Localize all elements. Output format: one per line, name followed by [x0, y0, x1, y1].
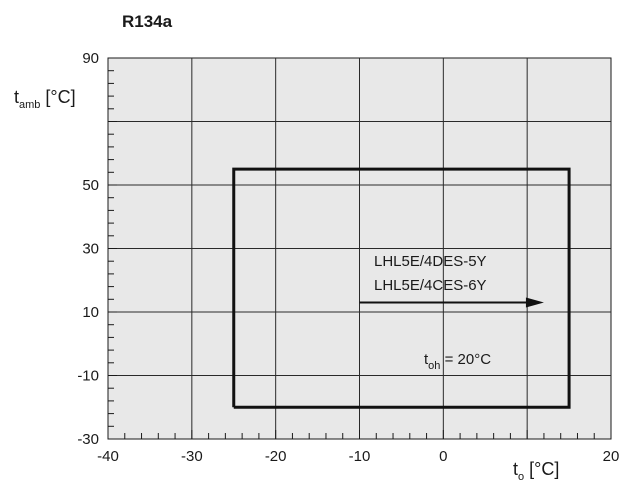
toh-sub: oh: [428, 360, 440, 372]
x-axis-title-unit: [°C]: [524, 459, 559, 479]
y-tick-label: 30: [82, 241, 99, 258]
y-tick-label: 90: [82, 50, 99, 67]
model-label-1: LHL5E/4DES-5Y: [374, 253, 487, 270]
y-tick-label: -30: [77, 431, 99, 448]
y-tick-label: 10: [82, 304, 99, 321]
toh-annotation: toh = 20°C: [424, 351, 491, 372]
envelope-line: [232, 167, 571, 409]
direction-arrow: [359, 297, 544, 308]
x-tick-label: -30: [181, 448, 203, 465]
x-axis-title-main: t: [513, 459, 518, 479]
y-tick-label: -10: [77, 368, 99, 385]
x-tick-label: -20: [265, 448, 287, 465]
x-axis-title-sub: o: [518, 471, 524, 482]
chart-title: R134a: [122, 12, 173, 31]
gridlines: [108, 58, 611, 439]
x-tick-label: 0: [439, 448, 447, 465]
y-axis-title-sub: amb: [19, 99, 40, 111]
x-tick-label: -10: [349, 448, 371, 465]
minor-ticks: [107, 57, 612, 440]
x-axis-title: to [°C]: [513, 459, 559, 482]
x-tick-labels: -40 -30 -20 -10 0 20: [97, 448, 619, 465]
model-label-2: LHL5E/4CES-6Y: [374, 277, 487, 294]
y-axis-title-unit: [°C]: [40, 87, 75, 107]
x-tick-label: -40: [97, 448, 119, 465]
y-tick-label: 50: [82, 177, 99, 194]
y-tick-labels: -30 -10 10 30 50 90: [77, 50, 99, 448]
y-axis-title-main: t: [14, 87, 19, 107]
toh-main: t: [424, 351, 429, 368]
toh-rest: = 20°C: [440, 351, 491, 368]
x-tick-label: 20: [603, 448, 620, 465]
envelope-series: [232, 167, 571, 409]
y-axis-title: tamb [°C]: [14, 87, 76, 111]
arrow-head: [525, 297, 544, 308]
